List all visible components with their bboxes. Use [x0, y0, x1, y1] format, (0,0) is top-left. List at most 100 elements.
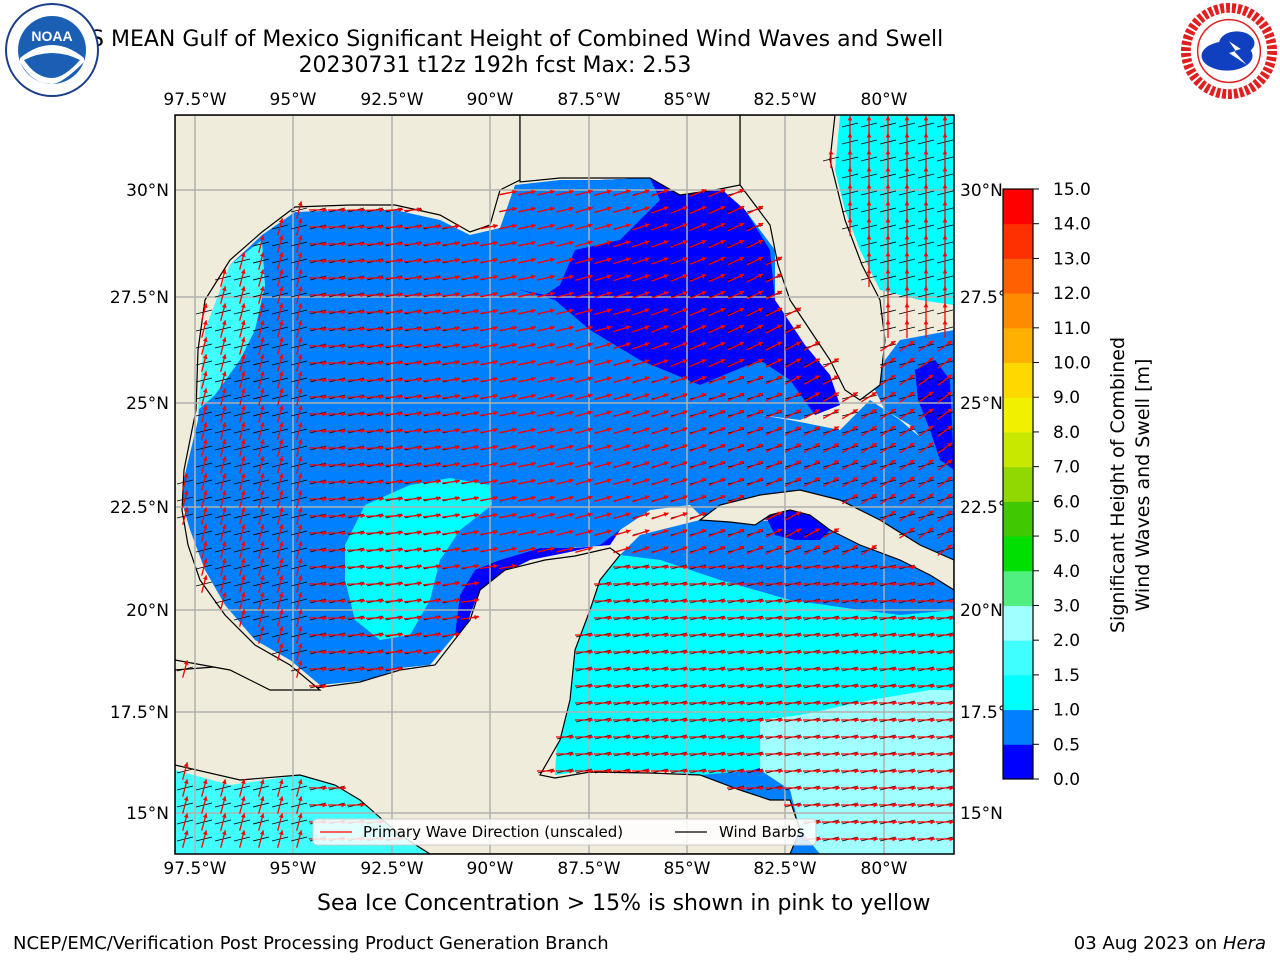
wave-direction-arrowhead [417, 411, 422, 417]
wave-direction-arrowhead [682, 461, 688, 466]
wave-direction-arrowhead [240, 354, 246, 360]
wave-direction-arrowhead [873, 649, 878, 655]
wave-direction-arrowhead [923, 150, 929, 155]
wave-direction-arrowhead [512, 291, 517, 297]
wave-direction-arrowhead [777, 273, 783, 279]
wave-direction-arrowhead [512, 325, 517, 331]
wave-direction-arrowhead [455, 496, 460, 501]
wave-direction-arrowhead [702, 734, 707, 740]
wave-direction-arrowhead [398, 581, 403, 587]
wave-direction-arrowhead [949, 649, 954, 655]
wave-direction-arrowhead [379, 632, 384, 638]
wave-direction-arrowhead [814, 409, 820, 414]
wave-direction-arrowhead [474, 478, 479, 484]
wave-direction-arrowhead [531, 325, 536, 331]
wave-direction-arrowhead [947, 408, 953, 414]
wave-direction-arrowhead [398, 326, 403, 332]
wave-direction-arrowhead [928, 510, 934, 516]
wave-direction-arrowhead [721, 734, 726, 740]
wave-direction-arrowhead [341, 547, 346, 553]
wave-direction-arrowhead [379, 224, 384, 230]
wave-direction-arrowhead [606, 495, 612, 501]
wave-direction-arrowhead [644, 206, 650, 211]
wave-direction-arrowhead [721, 717, 726, 723]
wave-direction-arrowhead [904, 320, 910, 325]
wave-direction-arrowhead [663, 461, 669, 466]
wave-direction-arrowhead [474, 376, 479, 382]
wave-direction-arrowhead [259, 813, 265, 819]
wave-direction-arrowhead [797, 700, 802, 706]
wave-direction-arrowhead [221, 269, 227, 275]
wave-direction-arrowhead [701, 495, 707, 500]
wave-direction-arrowhead [739, 324, 745, 330]
wave-direction-arrowhead [221, 558, 227, 564]
wave-direction-arrowhead [398, 649, 403, 655]
wave-direction-arrowhead [904, 167, 910, 172]
wave-direction-arrowhead [278, 439, 284, 445]
wave-direction-arrowhead [474, 325, 479, 331]
colorbar-tick-label: 1.0 [1053, 701, 1080, 721]
wave-direction-arrowhead [797, 649, 802, 655]
wave-direction-arrowhead [911, 598, 916, 604]
wave-direction-arrowhead [259, 354, 265, 360]
wave-direction-arrowhead [778, 751, 783, 757]
wave-direction-arrowhead [398, 513, 403, 519]
wave-direction-arrowhead [795, 528, 801, 533]
wave-direction-arrowhead [531, 427, 536, 433]
wave-direction-arrowhead [797, 802, 802, 808]
wave-direction-arrowhead [360, 241, 365, 247]
wave-direction-arrowhead [398, 496, 403, 502]
wave-direction-arrowhead [587, 495, 593, 501]
wave-direction-arrowhead [866, 116, 872, 121]
wave-direction-arrowhead [890, 494, 896, 499]
wave-direction-arrowhead [626, 768, 631, 774]
colorbar-segment [1003, 570, 1033, 606]
wave-direction-arrowhead [816, 564, 821, 570]
wave-direction-arrowhead [949, 836, 954, 842]
wave-direction-arrowhead [183, 473, 189, 479]
wave-direction-arrowhead [474, 529, 479, 535]
wave-direction-arrowhead [833, 477, 839, 482]
wave-direction-arrowhead [569, 768, 574, 774]
wave-direction-arrowhead [816, 598, 821, 604]
wave-direction-arrowhead [644, 495, 650, 500]
wave-direction-arrowhead [854, 700, 859, 706]
colorbar-tick-label: 11.0 [1053, 319, 1091, 339]
wave-direction-arrowhead [833, 528, 839, 533]
wave-direction-arrowhead [587, 444, 593, 450]
wave-direction-arrowhead [549, 325, 555, 331]
wave-direction-arrowhead [221, 779, 227, 785]
wave-direction-arrowhead [455, 394, 460, 399]
wave-direction-arrowhead [183, 660, 189, 666]
wave-direction-arrowhead [569, 751, 574, 757]
wave-direction-arrowhead [240, 303, 246, 309]
wave-direction-arrowhead [297, 609, 303, 615]
wave-direction-arrowhead [322, 666, 327, 672]
wave-direction-arrowhead [866, 184, 872, 189]
wave-direction-arrowhead [322, 615, 327, 621]
wave-direction-arrowhead [606, 308, 612, 314]
wave-direction-arrowhead [663, 189, 669, 194]
wave-direction-arrowhead [341, 377, 346, 383]
wave-direction-arrowhead [531, 308, 536, 314]
wave-direction-arrowhead [625, 461, 631, 466]
wave-direction-arrowhead [436, 530, 441, 535]
wave-direction-arrowhead [512, 563, 517, 569]
wave-direction-arrowhead [221, 422, 227, 428]
wave-direction-arrowhead [904, 269, 910, 274]
wave-direction-arrowhead [759, 700, 764, 706]
wave-direction-arrowhead [923, 116, 929, 121]
wave-direction-arrowhead [778, 632, 783, 638]
wave-direction-arrowhead [892, 768, 897, 774]
wave-direction-arrowhead [930, 802, 935, 808]
wave-direction-arrowhead [493, 444, 498, 450]
wave-direction-arrowhead [240, 779, 246, 785]
wave-direction-arrowhead [588, 683, 593, 689]
wave-direction-arrowhead [278, 473, 284, 479]
wave-direction-arrowhead [341, 615, 346, 621]
wave-direction-arrowhead [322, 309, 327, 315]
wave-direction-arrowhead [436, 513, 441, 518]
wave-direction-arrowhead [866, 235, 872, 240]
svg-text:22.5°N: 22.5°N [110, 498, 169, 518]
wave-direction-arrowhead [202, 473, 208, 479]
